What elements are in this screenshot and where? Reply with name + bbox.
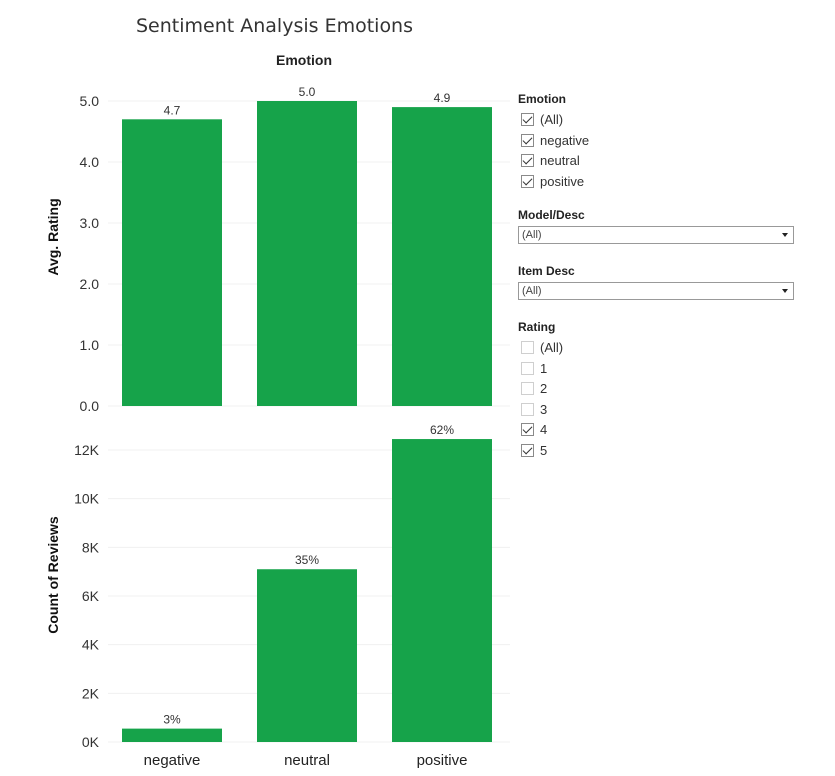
checkbox-icon[interactable] — [521, 381, 534, 395]
dropdown-arrow-icon — [782, 233, 788, 237]
y-axis-label: Count of Reviews — [45, 516, 61, 634]
emotion-option-positive[interactable]: positive — [521, 172, 584, 190]
y-tick-label: 0K — [82, 734, 100, 750]
data-label: 3% — [163, 713, 181, 727]
bar-negative — [122, 728, 222, 742]
model-desc-dropdown[interactable]: (All) — [518, 226, 794, 244]
checkbox-icon[interactable] — [521, 174, 534, 188]
y-tick-label: 8K — [82, 539, 100, 555]
emotion-option-neutral[interactable]: neutral — [521, 151, 580, 169]
checkbox-icon[interactable] — [521, 422, 534, 436]
data-label: 62% — [430, 423, 454, 437]
bar-positive — [392, 439, 492, 742]
checkbox-icon[interactable] — [521, 402, 534, 416]
y-axis-label: Avg. Rating — [45, 198, 61, 275]
item-desc-filter-title: Item Desc — [518, 264, 575, 278]
option-label: positive — [540, 173, 585, 189]
model-desc-filter-title: Model/Desc — [518, 208, 585, 222]
dropdown-arrow-icon — [782, 289, 788, 293]
option-label: 5 — [540, 442, 548, 458]
emotion-option-all[interactable]: (All) — [521, 110, 563, 128]
option-label: 3 — [540, 401, 548, 417]
checkbox-icon[interactable] — [521, 153, 534, 167]
data-label: 35% — [295, 553, 319, 567]
rating-option-5[interactable]: 5 — [521, 441, 547, 459]
checkbox-icon[interactable] — [521, 340, 534, 354]
checkbox-icon[interactable] — [521, 112, 534, 126]
bar-neutral — [257, 101, 357, 406]
rating-filter-title: Rating — [518, 320, 556, 334]
y-tick-label: 0.0 — [80, 398, 100, 414]
option-label: 2 — [540, 380, 548, 396]
item-desc-dropdown[interactable]: (All) — [518, 282, 794, 300]
option-label: (All) — [540, 339, 564, 355]
dropdown-value: (All) — [522, 229, 542, 241]
rating-option-4[interactable]: 4 — [521, 420, 547, 438]
option-label: negative — [540, 132, 590, 148]
y-tick-label: 4K — [82, 637, 100, 653]
option-label: neutral — [540, 152, 580, 168]
dropdown-value: (All) — [522, 285, 542, 297]
checkbox-icon[interactable] — [521, 361, 534, 375]
rating-option-1[interactable]: 1 — [521, 359, 547, 377]
emotion-filter-title: Emotion — [518, 92, 566, 106]
data-label: 4.7 — [164, 103, 181, 117]
rating-option-2[interactable]: 2 — [521, 379, 547, 397]
y-tick-label: 10K — [74, 491, 100, 507]
bar-neutral — [257, 569, 357, 742]
chart-title: Sentiment Analysis Emotions — [136, 15, 414, 37]
checkbox-icon[interactable] — [521, 133, 534, 147]
y-tick-label: 2K — [82, 685, 100, 701]
bar-positive — [392, 107, 492, 406]
y-tick-label: 4.0 — [80, 154, 100, 170]
y-tick-label: 6K — [82, 588, 100, 604]
bar-negative — [122, 119, 222, 407]
data-label: 4.9 — [434, 91, 451, 105]
x-tick-label: negative — [144, 752, 201, 769]
checkbox-icon[interactable] — [521, 443, 534, 457]
column-header: Emotion — [276, 52, 332, 68]
y-tick-label: 3.0 — [80, 215, 100, 231]
y-tick-label: 2.0 — [80, 276, 100, 292]
y-tick-label: 1.0 — [80, 337, 100, 353]
emotion-option-negative[interactable]: negative — [521, 131, 589, 149]
y-tick-label: 5.0 — [80, 93, 100, 109]
option-label: (All) — [540, 111, 564, 127]
x-tick-label: neutral — [284, 752, 330, 769]
option-label: 4 — [540, 421, 548, 437]
y-tick-label: 12K — [74, 442, 100, 458]
option-label: 1 — [540, 360, 548, 376]
rating-option-3[interactable]: 3 — [521, 400, 547, 418]
data-label: 5.0 — [299, 85, 316, 99]
x-tick-label: positive — [417, 752, 468, 769]
rating-option-all[interactable]: (All) — [521, 338, 563, 356]
